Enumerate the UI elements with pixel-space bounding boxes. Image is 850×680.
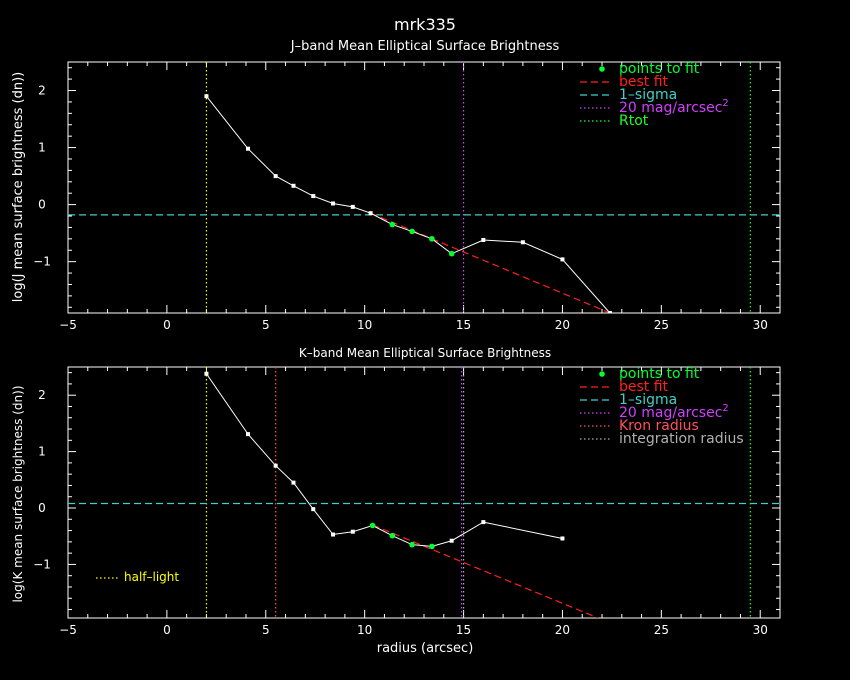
profile-point (311, 507, 316, 512)
x-tick-label: −5 (59, 318, 77, 332)
profile-point (481, 237, 486, 242)
fit-point (409, 228, 415, 235)
j-band-subtitle: J–band Mean Elliptical Surface Brightnes… (290, 39, 560, 54)
legend-label-superscript: 2 (722, 403, 728, 414)
legend-label: 20 mag/arcsec2 (619, 98, 729, 116)
k-band-ylabel: log(K mean surface brightness (dn)) (11, 385, 25, 602)
fit-point (369, 522, 376, 529)
x-tick-label: 20 (555, 318, 570, 332)
profile-point (311, 194, 316, 199)
profile-point (204, 94, 209, 99)
fit-point (409, 541, 415, 548)
x-tick-label: 20 (555, 623, 570, 637)
profile-point (273, 463, 278, 468)
y-tick-label: 2 (38, 84, 46, 98)
y-tick-label: 1 (38, 141, 46, 155)
profile-point (350, 529, 355, 534)
legend-label: points to fit (619, 61, 700, 77)
fit-point (429, 543, 435, 550)
y-tick-label: 0 (38, 198, 46, 212)
legend-label: best fit (619, 379, 669, 395)
x-tick-label: 30 (753, 623, 768, 637)
half-light-label: half–light (124, 570, 179, 584)
x-tick-label: 30 (753, 318, 768, 332)
plot-area (68, 62, 780, 313)
profile-point (449, 538, 454, 543)
figure-title: mrk335 (394, 15, 456, 34)
y-tick-label: 2 (38, 388, 46, 402)
legend-label: Kron radius (619, 418, 699, 434)
profile-point (245, 146, 250, 151)
x-tick-label: 15 (456, 318, 471, 332)
y-tick-label: −1 (33, 255, 51, 269)
profile-point (204, 371, 209, 376)
profile-point (331, 532, 336, 537)
y-tick-label: 0 (38, 501, 46, 515)
y-tick-label: −1 (33, 557, 51, 571)
profile-point (560, 536, 565, 541)
profile-line (206, 373, 563, 547)
x-axis-label: radius (arcsec) (377, 641, 474, 656)
legend-label: 1–sigma (619, 392, 677, 408)
fit-point (429, 236, 435, 242)
legend-label: Rtot (619, 113, 649, 129)
legend-label: 1–sigma (619, 87, 677, 103)
profile-point (331, 201, 336, 206)
profile-point (368, 211, 373, 216)
profile-point (520, 240, 525, 245)
legend-marker (599, 371, 605, 377)
x-tick-label: −5 (59, 623, 77, 637)
x-tick-label: 25 (654, 318, 669, 332)
x-tick-label: 15 (456, 623, 471, 637)
profile-point (291, 183, 296, 188)
plot-area (68, 367, 780, 618)
profile-line (206, 95, 611, 313)
profile-point (245, 432, 250, 437)
x-tick-label: 0 (163, 318, 171, 332)
legend-label-superscript: 2 (722, 98, 728, 109)
legend-marker (599, 66, 605, 72)
legend-label: points to fit (619, 366, 700, 382)
legend-label: best fit (619, 74, 669, 90)
x-tick-label: 10 (357, 318, 372, 332)
profile-point (481, 520, 486, 525)
legend-label: integration radius (619, 431, 744, 447)
x-tick-label: 25 (654, 623, 669, 637)
fit-point (389, 532, 396, 539)
profile-point (350, 204, 355, 209)
x-tick-label: 10 (357, 623, 372, 637)
fit-point (448, 250, 455, 257)
fit-point (389, 221, 396, 228)
x-tick-label: 5 (262, 623, 270, 637)
profile-point (291, 480, 296, 485)
legend-label: 20 mag/arcsec2 (619, 403, 729, 421)
k-band-subtitle: K–band Mean Elliptical Surface Brightnes… (299, 346, 551, 360)
best-fit-line (372, 524, 599, 618)
x-tick-label: 0 (163, 623, 171, 637)
profile-point (607, 311, 612, 313)
y-tick-label: 1 (38, 445, 46, 459)
profile-point (273, 174, 278, 179)
j-band-ylabel: log(J mean surface brightness (dn)) (11, 72, 26, 302)
profile-point (560, 257, 565, 262)
x-tick-label: 5 (262, 318, 270, 332)
